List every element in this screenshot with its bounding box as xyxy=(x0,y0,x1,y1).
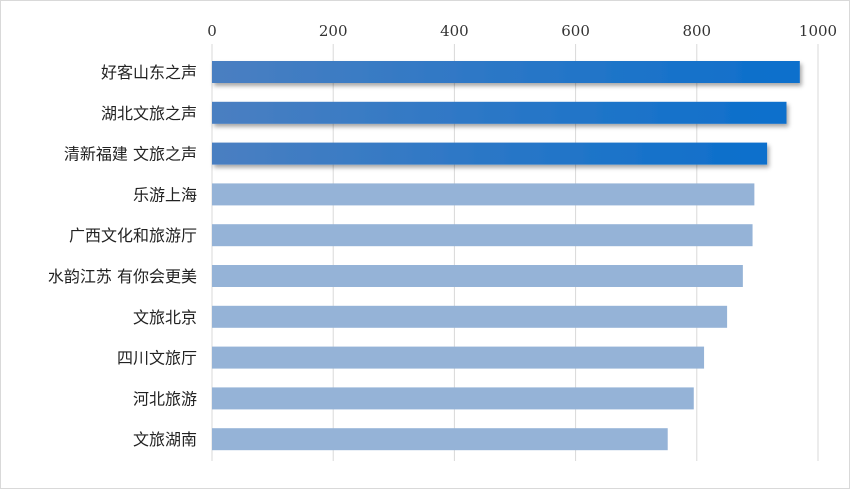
bars xyxy=(212,61,800,451)
category-label: 清新福建 文旅之声 xyxy=(64,145,197,164)
category-label: 乐游上海 xyxy=(133,185,197,204)
bar xyxy=(212,428,668,451)
x-axis-ticks: 0 200 400 600 800 1000 xyxy=(207,22,837,40)
x-tick-label: 800 xyxy=(682,22,711,40)
bar xyxy=(212,224,753,247)
bar xyxy=(212,346,705,369)
x-tick-label: 0 xyxy=(207,22,217,40)
x-tick-label: 200 xyxy=(319,22,348,40)
category-label: 四川文旅厅 xyxy=(117,349,197,368)
category-label: 河北旅游 xyxy=(133,389,197,408)
bar xyxy=(212,265,743,287)
bar xyxy=(212,387,694,410)
bar xyxy=(212,142,768,165)
bar xyxy=(212,183,755,206)
bar xyxy=(212,305,728,328)
category-label: 文旅北京 xyxy=(133,308,197,327)
category-label: 湖北文旅之声 xyxy=(101,104,197,123)
category-label: 好客山东之声 xyxy=(101,63,197,82)
bar xyxy=(212,61,800,83)
category-label: 广西文化和旅游厅 xyxy=(69,226,197,245)
x-tick-label: 1000 xyxy=(799,22,837,40)
x-tick-label: 600 xyxy=(561,22,590,40)
bar xyxy=(212,101,787,124)
category-label: 文旅湖南 xyxy=(133,430,197,449)
x-tick-label: 400 xyxy=(440,22,469,40)
category-label: 水韵江苏 有你会更美 xyxy=(48,267,197,286)
